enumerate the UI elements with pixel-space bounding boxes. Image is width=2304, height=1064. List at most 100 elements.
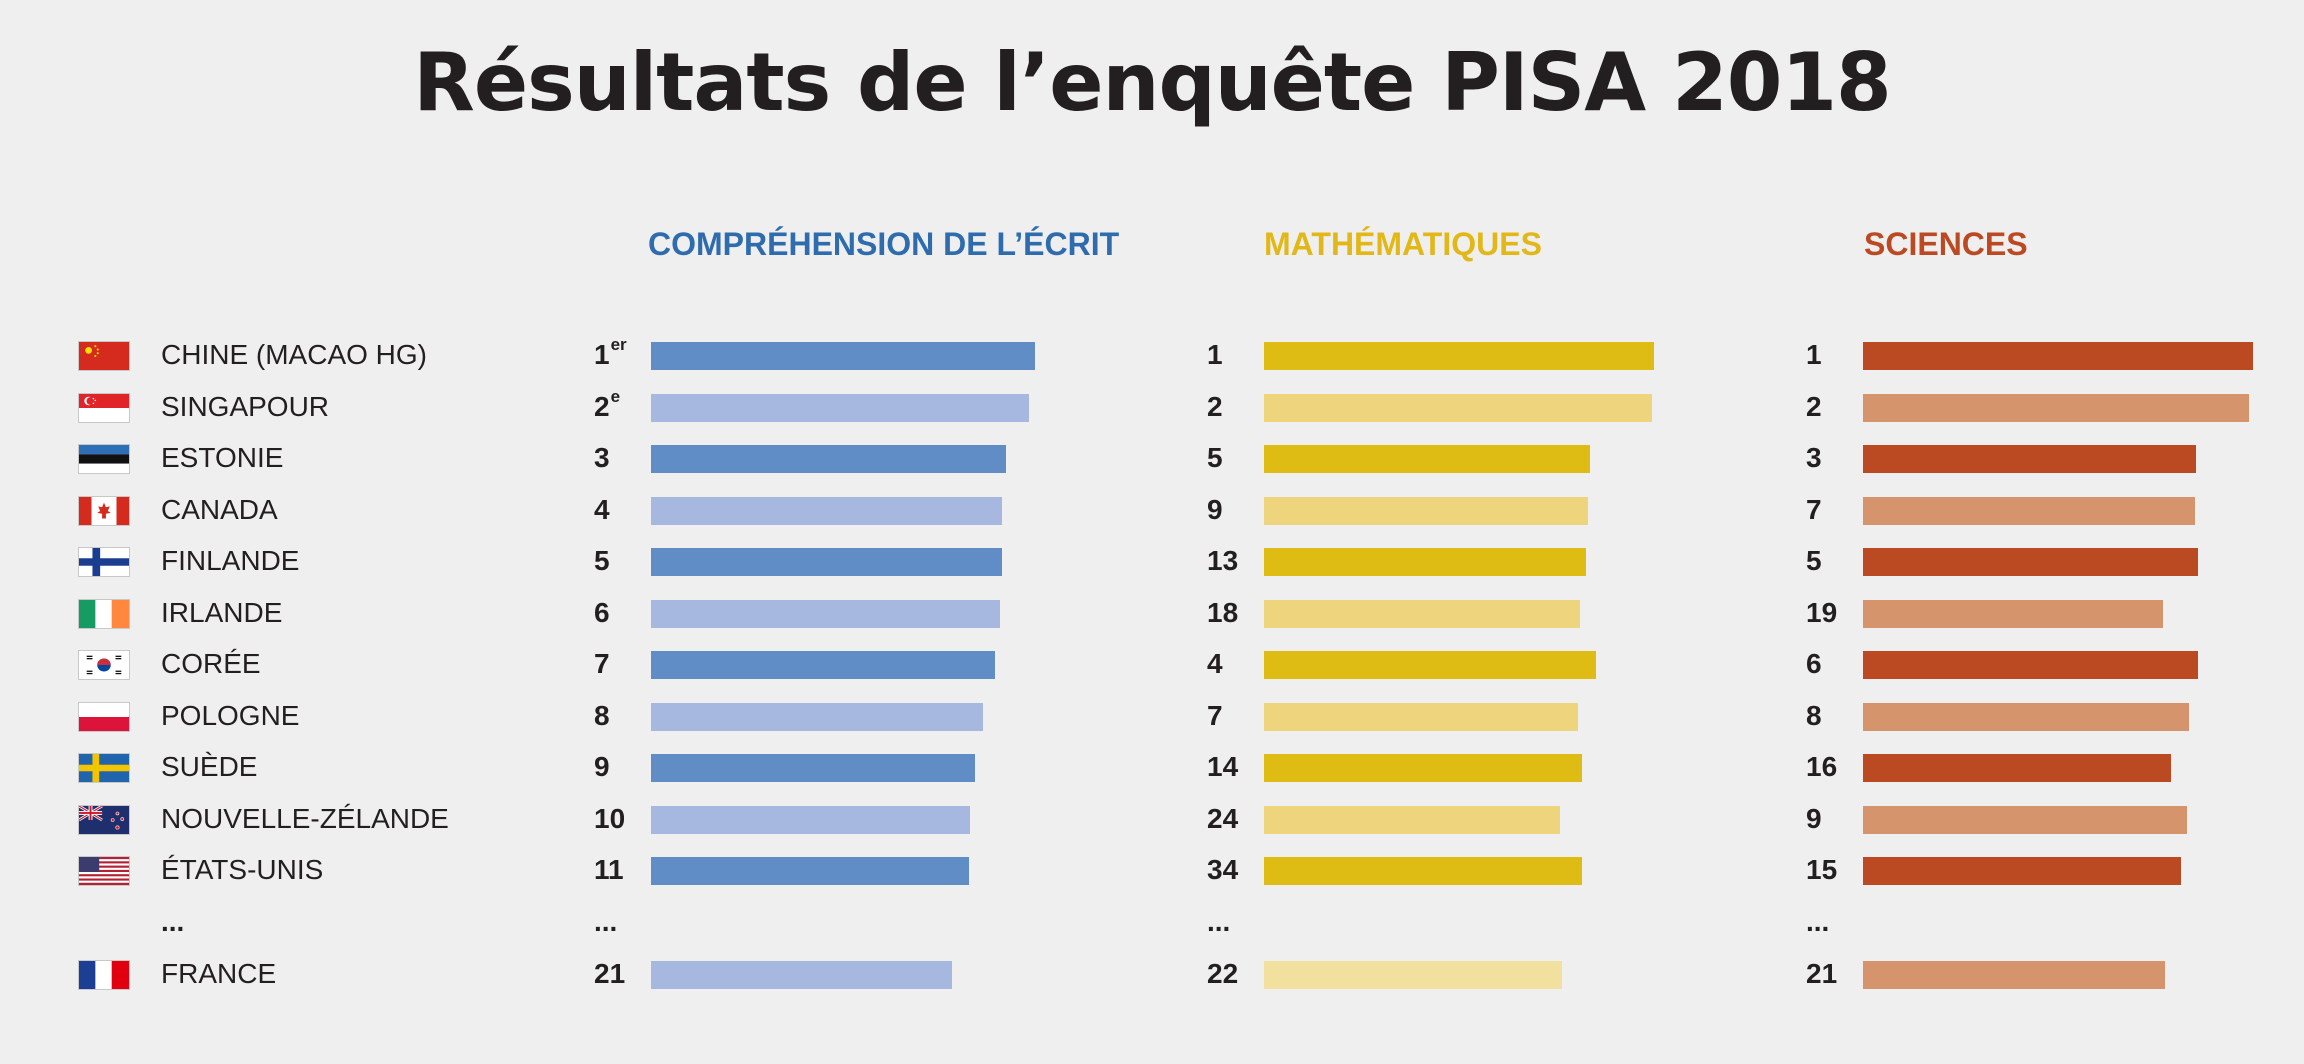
rank-label: 1 xyxy=(1806,339,1822,370)
country-label: CANADA xyxy=(161,494,278,525)
rank-label: 15 xyxy=(1806,854,1838,885)
chart-title: Résultats de l’enquête PISA 2018 xyxy=(413,36,1891,129)
data-bar xyxy=(651,703,983,731)
data-bar xyxy=(1863,548,2198,576)
data-bar xyxy=(1264,394,1652,422)
rank-label: 5 xyxy=(1207,442,1223,473)
column-title: COMPRÉHENSION DE L’ÉCRIT xyxy=(648,226,1120,262)
country-label: POLOGNE xyxy=(161,700,300,731)
data-bar xyxy=(1264,754,1582,782)
rank-label: 3 xyxy=(1806,442,1822,473)
singapore-flag-icon xyxy=(78,393,130,423)
data-bar xyxy=(651,445,1006,473)
data-bar xyxy=(1264,857,1582,885)
data-bar xyxy=(651,651,995,679)
data-bar xyxy=(1264,600,1580,628)
canada-flag-icon xyxy=(78,496,130,526)
data-bar xyxy=(1863,497,2195,525)
rank-label: 8 xyxy=(594,700,610,731)
data-bar xyxy=(651,857,969,885)
rank-label: 9 xyxy=(1806,803,1822,834)
rank-label: 2e xyxy=(594,387,621,422)
rank-ellipsis: ... xyxy=(1207,906,1231,937)
rank-label: 9 xyxy=(594,751,610,782)
china-macao-flag-icon xyxy=(78,341,130,371)
country-ellipsis: ... xyxy=(161,906,185,937)
data-bar xyxy=(1264,806,1560,834)
data-bar xyxy=(1264,445,1590,473)
rank-label: 7 xyxy=(1806,494,1822,525)
rank-label: 2 xyxy=(1207,391,1223,422)
data-bar xyxy=(651,754,975,782)
rank-label: 2 xyxy=(1806,391,1822,422)
country-label: SUÈDE xyxy=(161,751,258,782)
country-label: CHINE (MACAO HG) xyxy=(161,339,427,370)
poland-flag-icon xyxy=(78,702,130,732)
data-bar xyxy=(1264,548,1586,576)
data-bar xyxy=(1264,961,1562,989)
data-bar xyxy=(651,497,1002,525)
data-bar xyxy=(651,394,1029,422)
rank-label: 9 xyxy=(1207,494,1223,525)
data-bar xyxy=(651,806,970,834)
sweden-flag-icon xyxy=(78,753,130,783)
rank-label: 4 xyxy=(594,494,610,525)
country-label: SINGAPOUR xyxy=(161,391,330,422)
data-bar xyxy=(1863,703,2189,731)
data-bar xyxy=(1863,961,2165,989)
rank-label: 21 xyxy=(1806,958,1838,989)
rank-label: 24 xyxy=(1207,803,1239,834)
rank-label: 14 xyxy=(1207,751,1239,782)
usa-flag-icon xyxy=(78,856,130,886)
rank-label: 16 xyxy=(1806,751,1838,782)
data-bar xyxy=(651,600,1000,628)
country-label: IRLANDE xyxy=(161,597,283,628)
data-bar xyxy=(1863,445,2196,473)
rank-label: 7 xyxy=(594,648,610,679)
rank-label: 1er xyxy=(594,335,627,370)
country-label: ESTONIE xyxy=(161,442,284,473)
rank-label: 1 xyxy=(1207,339,1223,370)
data-bar xyxy=(1863,857,2181,885)
rank-label: 8 xyxy=(1806,700,1822,731)
country-label: FINLANDE xyxy=(161,545,300,576)
rank-label: 22 xyxy=(1207,958,1239,989)
rank-label: 34 xyxy=(1207,854,1239,885)
korea-flag-icon xyxy=(78,650,130,680)
data-bar xyxy=(1863,651,2198,679)
rank-label: 3 xyxy=(594,442,610,473)
data-bar xyxy=(1863,754,2171,782)
rank-label: 7 xyxy=(1207,700,1223,731)
rank-suffix: e xyxy=(610,387,621,406)
rank-ellipsis: ... xyxy=(594,906,618,937)
country-label: CORÉE xyxy=(161,648,261,679)
data-bar xyxy=(1863,394,2249,422)
rank-label: 5 xyxy=(1806,545,1822,576)
rank-label: 10 xyxy=(594,803,626,834)
finland-flag-icon xyxy=(78,547,130,577)
data-bar xyxy=(1264,342,1654,370)
rank-label: 18 xyxy=(1207,597,1239,628)
rank-label: 5 xyxy=(594,545,610,576)
data-bar xyxy=(1863,600,2163,628)
rank-label: 19 xyxy=(1806,597,1838,628)
country-label: FRANCE xyxy=(161,958,277,989)
data-bar xyxy=(1264,497,1588,525)
data-bar xyxy=(651,342,1035,370)
new-zealand-flag-icon xyxy=(78,805,130,835)
data-bar xyxy=(651,548,1002,576)
estonia-flag-icon xyxy=(78,444,130,474)
data-bar xyxy=(1264,703,1578,731)
data-bar xyxy=(1863,342,2253,370)
data-bar xyxy=(651,961,952,989)
rank-label: 13 xyxy=(1207,545,1239,576)
rank-label: 11 xyxy=(594,854,624,885)
country-label: NOUVELLE-ZÉLANDE xyxy=(161,803,449,834)
rank-label: 4 xyxy=(1207,648,1223,679)
column-title: SCIENCES xyxy=(1864,226,2028,262)
rank-label: 6 xyxy=(594,597,610,628)
data-bar xyxy=(1863,806,2187,834)
column-title: MATHÉMATIQUES xyxy=(1264,226,1542,262)
rank-suffix: er xyxy=(610,335,627,354)
france-flag-icon xyxy=(78,960,130,990)
